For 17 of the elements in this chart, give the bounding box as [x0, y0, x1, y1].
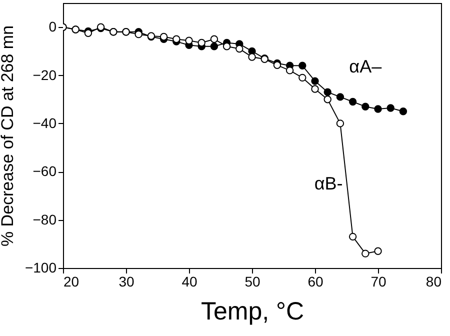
x-tick-label: 70 [370, 274, 386, 290]
y-tick-label: −100 [24, 260, 57, 276]
x-tick-label: 40 [182, 274, 198, 290]
x-tick-label: 20 [64, 274, 80, 290]
x-tick-label: 80 [426, 274, 442, 290]
y-tick-label: −60 [32, 163, 57, 180]
y-tick-label: 0 [48, 18, 57, 35]
x-tick-label: 30 [118, 274, 134, 290]
x-tick-label: 60 [308, 274, 324, 290]
x-axis-title: Temp, °C [200, 298, 304, 326]
y-axis-title: % Decrease of CD at 268 mn [0, 25, 17, 247]
series-label: αA– [349, 56, 382, 77]
x-tick-label: 50 [244, 274, 260, 290]
y-tick-label: −40 [32, 114, 57, 131]
y-tick-label: −80 [32, 211, 57, 228]
series-label: αB- [314, 174, 343, 194]
y-tick-label: −20 [32, 66, 57, 83]
